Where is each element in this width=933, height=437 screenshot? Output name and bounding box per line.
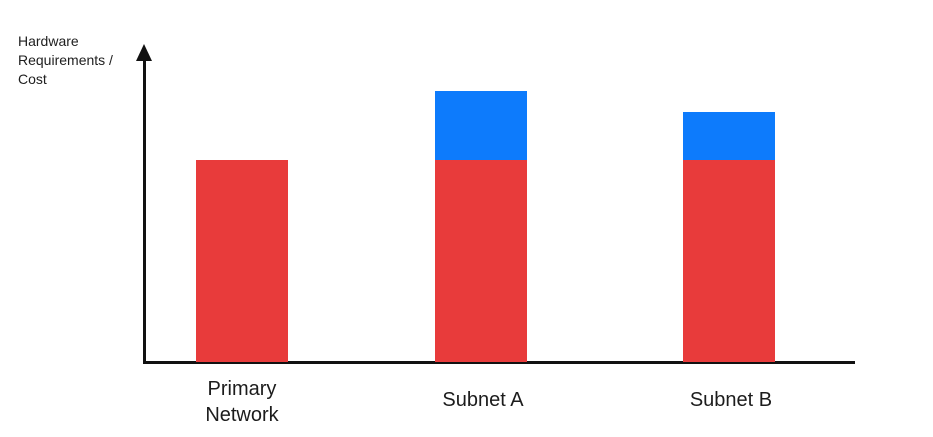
bar-subnet-a	[435, 91, 527, 362]
y-axis-label: Hardware Requirements / Cost	[18, 33, 113, 87]
x-axis-label-primary-network: Primary Network	[205, 378, 279, 426]
bar-subnet-b	[683, 112, 775, 362]
x-axis-label-subnet-a: Subnet A	[442, 389, 524, 411]
red-segment	[196, 160, 288, 362]
y-axis-line	[143, 57, 146, 364]
y-axis-arrow-icon	[136, 44, 152, 61]
red-segment	[435, 160, 527, 362]
blue-segment	[435, 91, 527, 160]
red-segment	[683, 160, 775, 362]
x-axis-line	[143, 361, 855, 364]
blue-segment	[683, 112, 775, 160]
x-axis-label-subnet-b: Subnet B	[689, 389, 773, 411]
bar-primary-network	[196, 160, 288, 362]
